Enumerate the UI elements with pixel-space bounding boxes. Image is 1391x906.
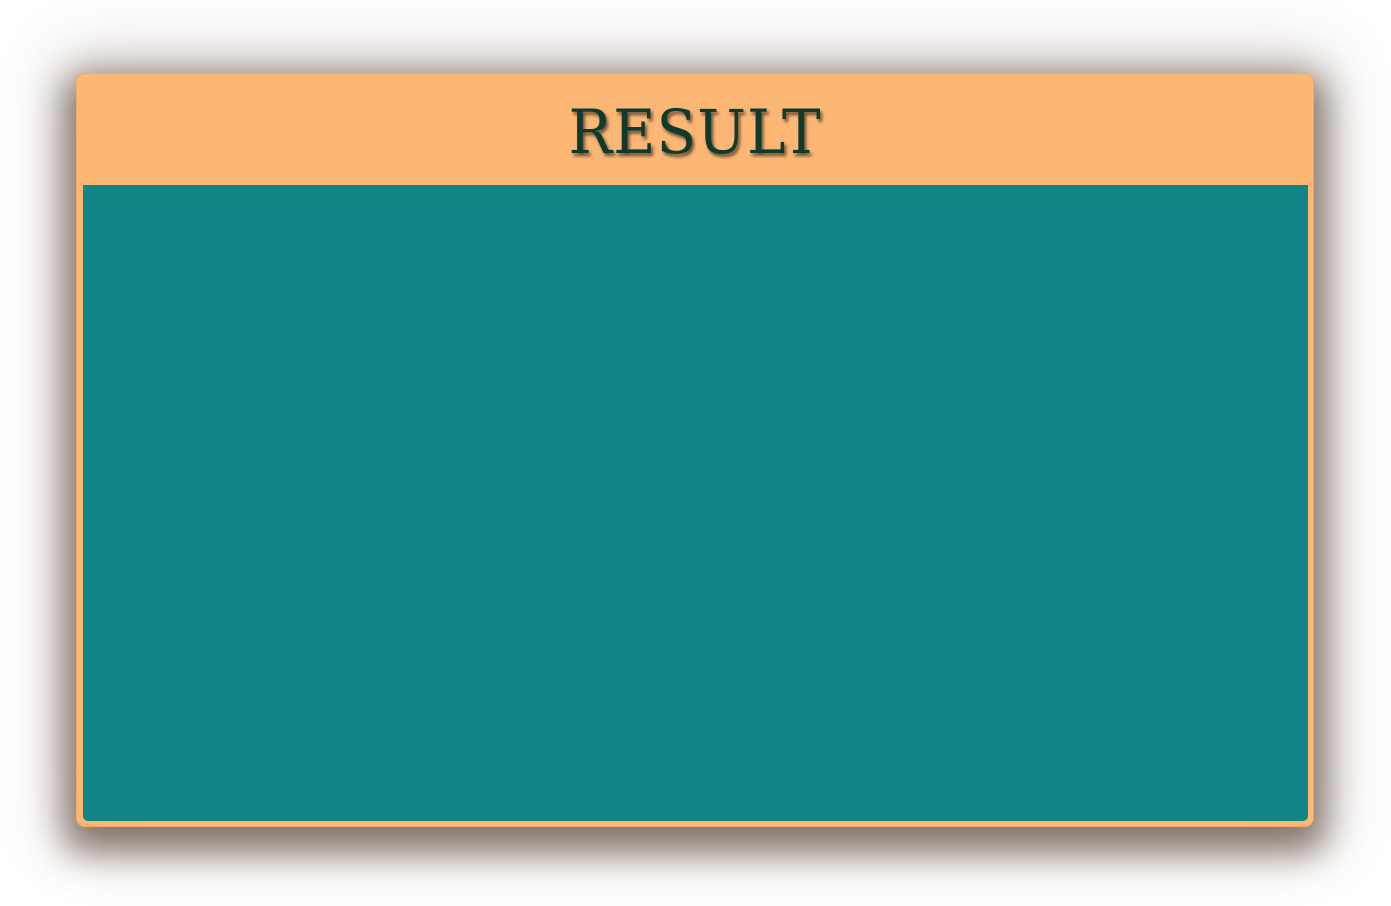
result-panel-header: RESULT [82,79,1308,185]
result-title: RESULT [568,96,822,168]
result-panel: RESULT [76,73,1314,827]
result-content-area [83,185,1308,821]
